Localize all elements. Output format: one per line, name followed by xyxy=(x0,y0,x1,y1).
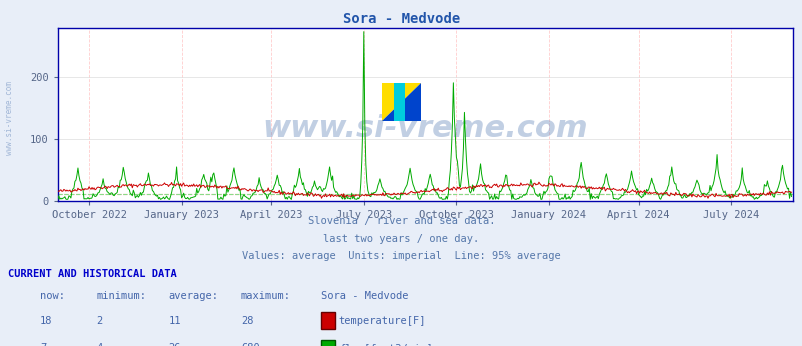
Text: 680: 680 xyxy=(241,343,259,346)
Text: flow[foot3/min]: flow[foot3/min] xyxy=(338,343,432,346)
Text: 11: 11 xyxy=(168,316,181,326)
Text: www.si-vreme.com: www.si-vreme.com xyxy=(5,81,14,155)
Polygon shape xyxy=(382,83,420,121)
Text: now:: now: xyxy=(40,291,65,301)
Text: 4: 4 xyxy=(96,343,103,346)
Polygon shape xyxy=(382,83,420,121)
Text: Sora - Medvode: Sora - Medvode xyxy=(321,291,408,301)
Text: 7: 7 xyxy=(40,343,47,346)
Text: Slovenia / river and sea data.: Slovenia / river and sea data. xyxy=(307,216,495,226)
Text: temperature[F]: temperature[F] xyxy=(338,316,426,326)
Text: Values: average  Units: imperial  Line: 95% average: Values: average Units: imperial Line: 95… xyxy=(242,251,560,261)
Polygon shape xyxy=(393,83,405,121)
Text: 18: 18 xyxy=(40,316,53,326)
Text: maximum:: maximum: xyxy=(241,291,290,301)
Text: average:: average: xyxy=(168,291,218,301)
Text: last two years / one day.: last two years / one day. xyxy=(323,234,479,244)
Text: Sora - Medvode: Sora - Medvode xyxy=(342,12,460,26)
Text: 28: 28 xyxy=(241,316,253,326)
Text: 2: 2 xyxy=(96,316,103,326)
Text: 26: 26 xyxy=(168,343,181,346)
Text: www.si-vreme.com: www.si-vreme.com xyxy=(262,113,587,143)
Text: CURRENT AND HISTORICAL DATA: CURRENT AND HISTORICAL DATA xyxy=(8,269,176,279)
Text: minimum:: minimum: xyxy=(96,291,146,301)
